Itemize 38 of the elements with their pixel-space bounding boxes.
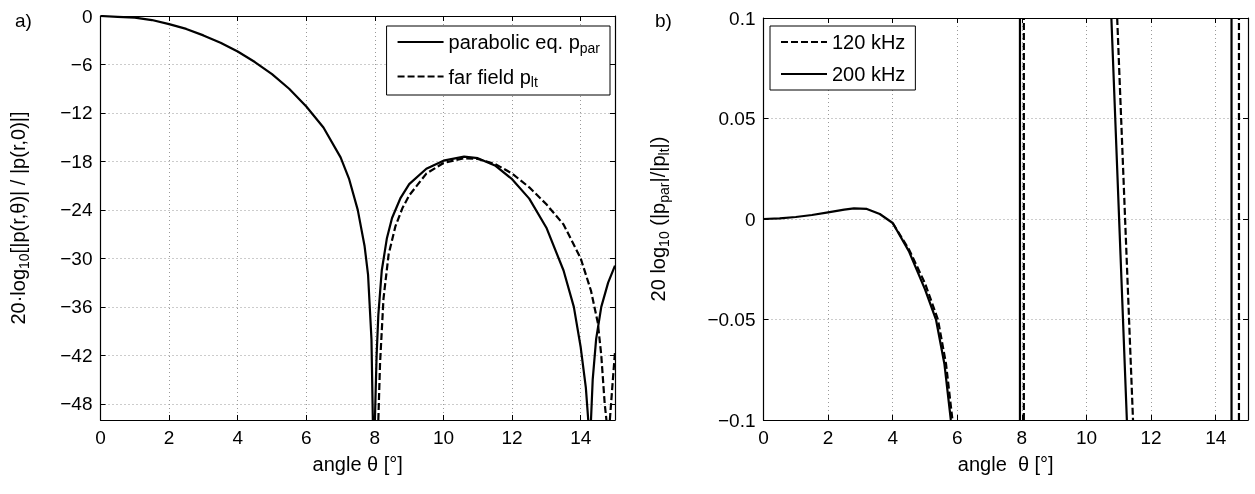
x-tick-label: 4 <box>887 427 899 448</box>
x-axis-title: angle θ [°] <box>957 453 1054 475</box>
y-tick-label: −24 <box>60 199 93 221</box>
chart-title: b) <box>655 10 672 31</box>
x-tick-label: 14 <box>1205 427 1227 448</box>
y-tick-label: −0.1 <box>717 409 756 431</box>
y-tick-label: −42 <box>60 344 93 366</box>
x-axis-title: angle θ [°] <box>312 453 403 475</box>
chart-title: a) <box>15 10 32 31</box>
x-tick-label: 8 <box>369 427 381 448</box>
x-tick-label: 14 <box>570 427 592 448</box>
x-tick-label: 2 <box>163 427 175 448</box>
y-tick-label: −0.05 <box>707 309 756 330</box>
y-tick-label: −6 <box>70 53 93 75</box>
y-axis-title: 20·log10[|p(r,θ)| / |p(r,0)|] <box>7 111 32 325</box>
y-axis-title: 20 log10 (|ppar|/|plt|) <box>647 136 672 302</box>
y-tick-label: 0.05 <box>718 108 756 129</box>
x-tick-label: 12 <box>1140 427 1162 448</box>
x-tick-label: 10 <box>1075 427 1098 448</box>
legend-label: 200 kHz <box>832 63 906 85</box>
x-tick-label: 4 <box>232 427 244 448</box>
y-tick-label: −18 <box>60 150 93 172</box>
x-tick-label: 6 <box>301 427 312 448</box>
x-tick-label: 2 <box>822 427 834 448</box>
x-tick-label: 8 <box>1016 427 1028 448</box>
x-tick-label: 6 <box>952 427 963 448</box>
y-tick-label: 0 <box>744 208 756 230</box>
y-tick-label: −30 <box>60 247 93 269</box>
y-tick-label: −36 <box>60 296 93 318</box>
y-tick-label: 0.1 <box>729 7 756 29</box>
y-tick-label: −48 <box>60 393 93 415</box>
x-tick-label: 0 <box>758 427 769 448</box>
x-tick-label: 12 <box>501 427 523 448</box>
y-tick-label: −12 <box>60 102 93 124</box>
legend-label: 120 kHz <box>832 31 906 53</box>
x-tick-label: 0 <box>95 427 106 448</box>
y-tick-label: 0 <box>81 5 93 27</box>
x-tick-label: 10 <box>432 427 455 448</box>
